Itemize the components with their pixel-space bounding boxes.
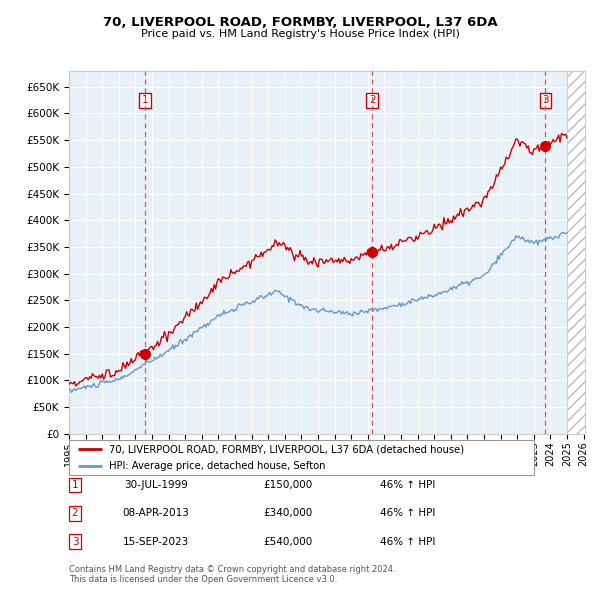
FancyBboxPatch shape	[69, 440, 534, 475]
Text: 1: 1	[142, 95, 148, 105]
Text: 70, LIVERPOOL ROAD, FORMBY, LIVERPOOL, L37 6DA: 70, LIVERPOOL ROAD, FORMBY, LIVERPOOL, L…	[103, 16, 497, 29]
Text: 08-APR-2013: 08-APR-2013	[122, 509, 190, 518]
Text: 30-JUL-1999: 30-JUL-1999	[124, 480, 188, 490]
Text: This data is licensed under the Open Government Licence v3.0.: This data is licensed under the Open Gov…	[69, 575, 337, 584]
Bar	[567, 71, 585, 434]
Text: 3: 3	[71, 537, 79, 546]
Text: £340,000: £340,000	[263, 509, 313, 518]
Text: 3: 3	[542, 95, 549, 105]
Text: 2: 2	[369, 95, 376, 105]
Text: 15-SEP-2023: 15-SEP-2023	[123, 537, 189, 546]
Text: £150,000: £150,000	[263, 480, 313, 490]
Text: 46% ↑ HPI: 46% ↑ HPI	[380, 509, 436, 518]
Text: 70, LIVERPOOL ROAD, FORMBY, LIVERPOOL, L37 6DA (detached house): 70, LIVERPOOL ROAD, FORMBY, LIVERPOOL, L…	[109, 444, 464, 454]
Text: 1: 1	[71, 480, 79, 490]
Text: £540,000: £540,000	[263, 537, 313, 546]
Text: 2: 2	[71, 509, 79, 518]
Text: 46% ↑ HPI: 46% ↑ HPI	[380, 480, 436, 490]
Text: Contains HM Land Registry data © Crown copyright and database right 2024.: Contains HM Land Registry data © Crown c…	[69, 565, 395, 575]
Text: 46% ↑ HPI: 46% ↑ HPI	[380, 537, 436, 546]
Text: HPI: Average price, detached house, Sefton: HPI: Average price, detached house, Seft…	[109, 461, 325, 471]
Text: Price paid vs. HM Land Registry's House Price Index (HPI): Price paid vs. HM Land Registry's House …	[140, 30, 460, 39]
